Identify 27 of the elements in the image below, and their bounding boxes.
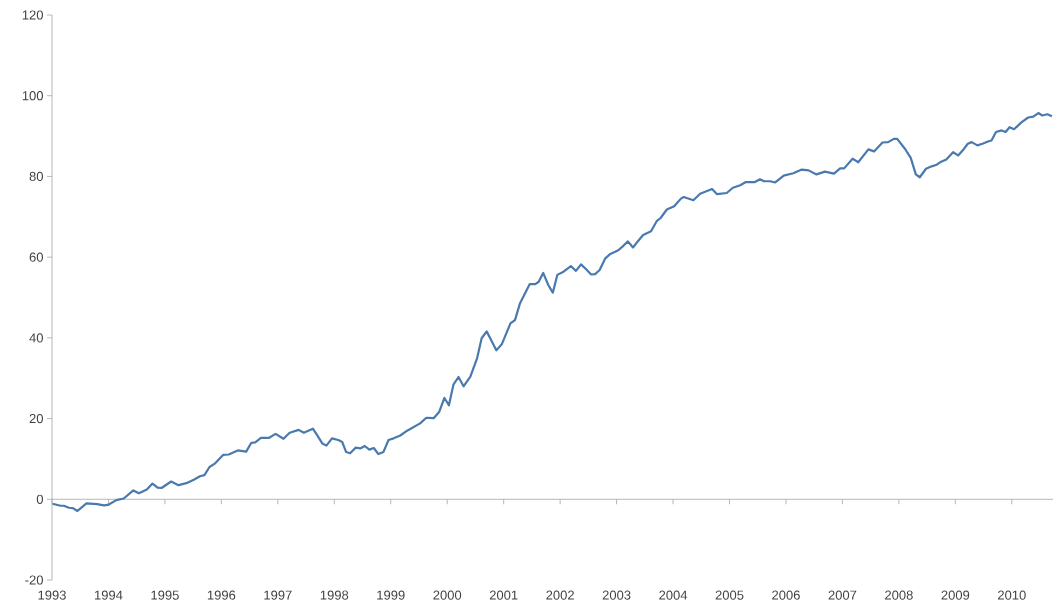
x-tick-label: 1998 xyxy=(320,590,349,600)
x-tick-label: 2003 xyxy=(602,590,631,600)
x-tick-label: 2001 xyxy=(489,590,518,600)
y-tick-label: 20 xyxy=(29,413,43,424)
y-tick-label: 0 xyxy=(36,494,43,504)
x-tick-label: 1995 xyxy=(151,590,179,600)
x-tick-label: 2005 xyxy=(715,590,744,600)
line-series xyxy=(51,111,1053,513)
x-tick-label: 1996 xyxy=(207,590,236,600)
x-tick-label: 2007 xyxy=(828,590,857,600)
y-tick-label: 60 xyxy=(29,252,43,262)
x-tick-label: 2006 xyxy=(772,590,800,600)
x-tick-label: 1993 xyxy=(38,590,66,600)
x-tick-label: 2009 xyxy=(941,590,970,600)
x-tick-label: 2000 xyxy=(433,590,462,600)
x-tick-label: 1994 xyxy=(94,590,123,600)
y-tick-label: -20 xyxy=(25,575,43,585)
x-tick-label: 2002 xyxy=(546,590,574,600)
y-tick-label: 40 xyxy=(29,333,43,343)
y-tick-label: 120 xyxy=(22,10,43,20)
x-tick-label: 1997 xyxy=(264,590,292,600)
x-tick-label: 2004 xyxy=(659,590,688,600)
y-tick-label: 80 xyxy=(29,171,43,182)
x-tick-label: 1999 xyxy=(377,590,405,600)
y-tick-label: 100 xyxy=(22,91,43,101)
x-tick-label: 2010 xyxy=(998,590,1026,600)
x-tick-label: 2008 xyxy=(885,590,913,600)
